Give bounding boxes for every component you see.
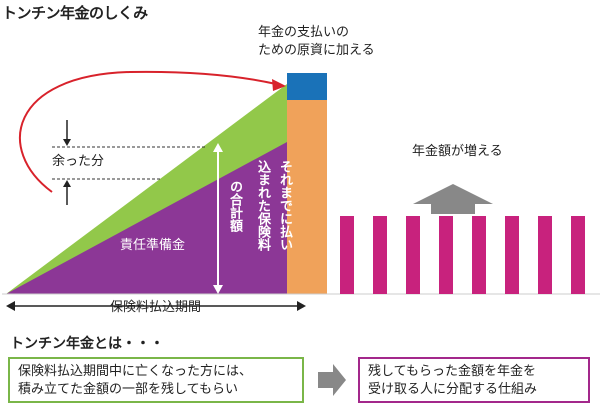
pension-bar xyxy=(406,216,420,294)
explanation-box-right: 残してもらった金額を年金を 受け取る人に分配する仕組み xyxy=(358,357,590,403)
increase-label: 年金額が増える xyxy=(412,144,503,159)
premium-column xyxy=(287,100,327,294)
flow-arrow xyxy=(318,364,346,396)
pension-bar xyxy=(340,216,354,294)
period-arrow-left xyxy=(6,301,15,311)
pension-bar xyxy=(505,216,519,294)
surplus-arrow-up-head xyxy=(63,180,71,187)
surplus-label: 余った分 xyxy=(52,154,105,169)
pension-bar xyxy=(439,216,453,294)
reserve-area xyxy=(6,142,287,294)
pension-bars xyxy=(340,216,585,294)
premium-total-label-col1: それまでに払い xyxy=(277,160,292,251)
premium-total-arrow-top xyxy=(213,143,223,152)
diagram-title: トンチン年金のしくみ xyxy=(2,4,148,22)
fund-addition-note: 年金の支払いの ための原資に加える xyxy=(258,25,375,58)
pension-bar xyxy=(538,216,552,294)
period-label: 保険料払込期間 xyxy=(110,300,202,315)
section-title: トンチン年金とは・・・ xyxy=(10,336,164,352)
pension-bar xyxy=(373,216,387,294)
pension-bar xyxy=(472,216,486,294)
increase-arrow xyxy=(413,184,493,214)
transfer-arrow-head xyxy=(272,79,286,91)
premium-total-arrow-bottom xyxy=(213,285,223,294)
fund-addition-block xyxy=(287,73,327,100)
pension-bar xyxy=(571,216,585,294)
transfer-arrow xyxy=(19,70,277,193)
premium-total-label-col3: の合計額 xyxy=(227,180,242,232)
explanation-box-left: 保険料払込期間中に亡くなった方には、 積み立てた金額の一部を残してもらい xyxy=(8,357,304,403)
premium-total-label-col2: 込まれた保険料 xyxy=(255,160,270,251)
surplus-arrow-down-head xyxy=(63,139,71,146)
period-arrow-right xyxy=(297,301,306,311)
reserve-label: 責任準備金 xyxy=(120,238,186,253)
